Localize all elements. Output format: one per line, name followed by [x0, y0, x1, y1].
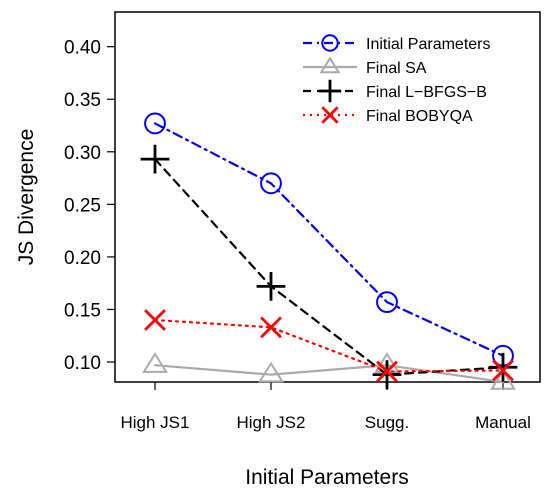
legend-label: Final L−BFGS−B: [366, 84, 487, 101]
data-point: [372, 360, 402, 390]
legend-item: Initial Parameters: [303, 34, 491, 53]
plot-frame: [114, 11, 541, 383]
data-point: [492, 359, 514, 382]
x-tick-label: Sugg.: [365, 413, 409, 432]
data-point: [376, 360, 398, 383]
data-point: [376, 291, 398, 314]
data-point: [256, 271, 286, 301]
legend-item: Final BOBYQA: [303, 106, 473, 125]
legend-label: Final SA: [366, 60, 427, 77]
y-tick-label: 0.10: [64, 353, 101, 374]
series-0: [144, 112, 514, 367]
data-point: [260, 172, 282, 195]
legend-marker: [321, 106, 339, 124]
x-axis-label: Initial Parameters: [245, 466, 408, 489]
series-line: [153, 318, 505, 373]
data-point: [144, 309, 166, 331]
legend-label: Initial Parameters: [366, 36, 491, 53]
data-point: [142, 352, 168, 373]
data-point: [140, 144, 170, 174]
y-tick-label: 0.15: [64, 300, 101, 321]
series-3: [144, 309, 514, 383]
legend-item: Final SA: [303, 56, 427, 77]
x-tick-label: High JS1: [121, 413, 190, 432]
y-tick-label: 0.35: [64, 90, 101, 111]
y-tick-label: 0.40: [64, 38, 101, 59]
x-tick-label: High JS2: [237, 413, 306, 432]
legend-label: Final BOBYQA: [366, 108, 473, 125]
y-axis-label: JS Divergence: [15, 129, 38, 266]
x-tick-label: Manual: [475, 413, 531, 432]
legend-marker: [319, 56, 341, 74]
y-tick-label: 0.25: [64, 195, 101, 216]
data-point: [488, 352, 518, 382]
series-line: [153, 364, 505, 384]
data-point: [490, 368, 516, 390]
series-layer: [140, 112, 518, 390]
series-line: [153, 122, 505, 357]
y-tick-label: 0.20: [64, 248, 101, 269]
data-point: [258, 361, 284, 383]
y-tick-label: 0.30: [64, 143, 101, 164]
legend: Initial Parameters Final SA Final L−BFGS−B…: [303, 34, 491, 125]
data-point: [260, 316, 282, 339]
legend-marker: [321, 34, 339, 52]
legend-marker: [318, 79, 342, 103]
data-point: [144, 112, 166, 135]
y-axis: 0.10 0.15 0.20 0.25 0.30 0.35 0.40: [64, 38, 115, 374]
series-1: [142, 352, 516, 390]
legend-item: Final L−BFGS−B: [303, 79, 487, 103]
series-2: [140, 144, 518, 390]
x-axis: High JS1 High JS2 Sugg. Manual: [121, 382, 531, 432]
series-line: [153, 158, 505, 376]
